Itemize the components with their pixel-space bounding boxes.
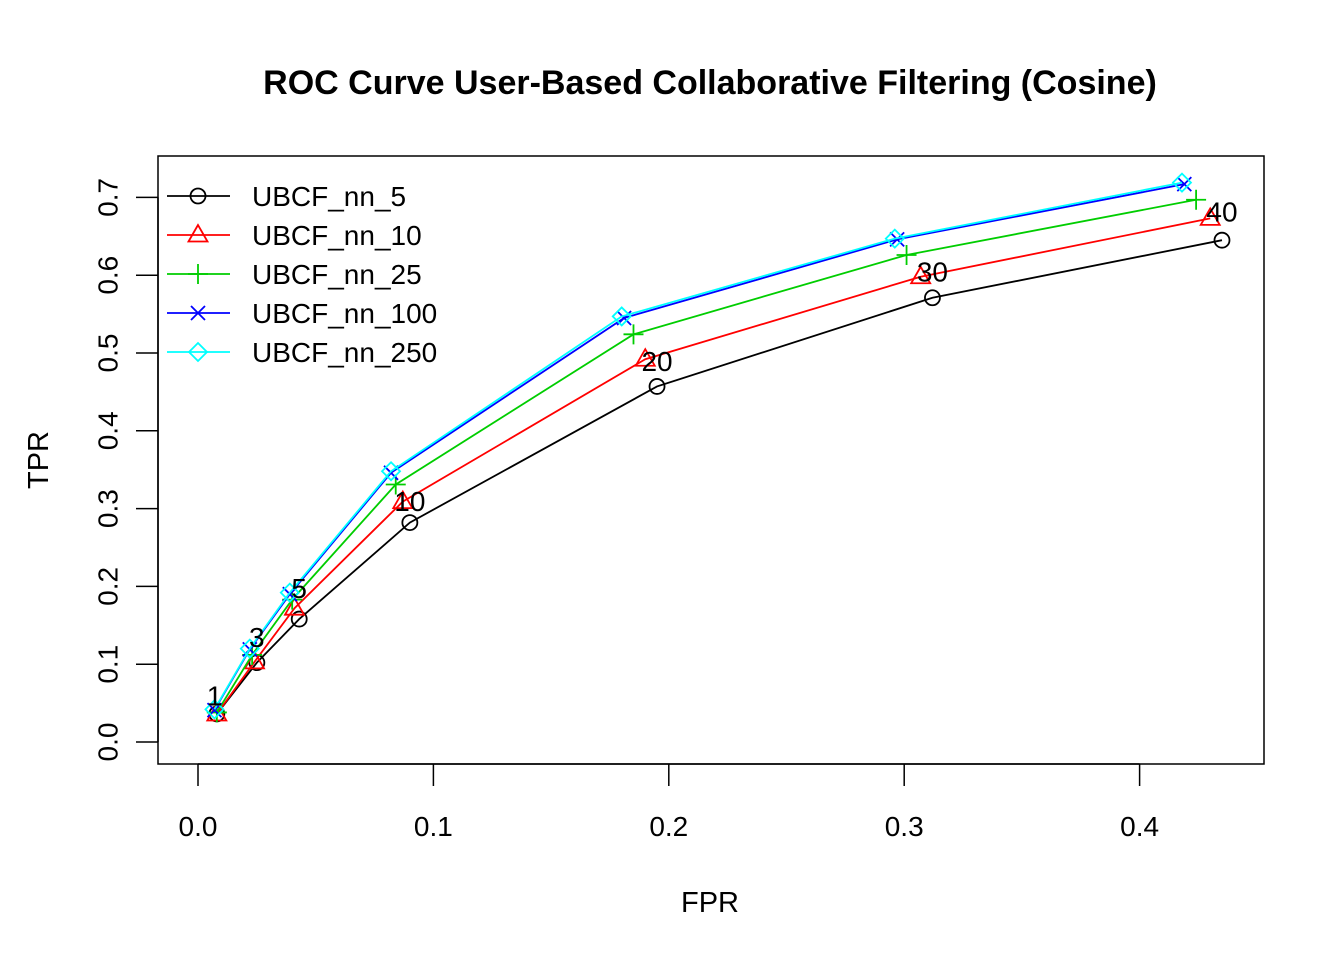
x-axis: 0.0 0.1 0.2 0.3 0.4 — [179, 763, 1159, 842]
data-point — [380, 460, 402, 482]
data-point — [239, 638, 261, 659]
data-point — [279, 582, 301, 603]
x-tick-label: 0.0 — [179, 811, 218, 842]
point-label: 40 — [1206, 196, 1237, 227]
data-point — [391, 489, 414, 509]
series-line — [213, 181, 1183, 710]
legend-item: UBCF_nn_5 — [167, 181, 406, 212]
point-label: 5 — [291, 573, 307, 604]
data-point — [623, 324, 644, 345]
legend-item: UBCF_nn_25 — [167, 259, 422, 290]
legend-marker — [190, 305, 206, 321]
legend-marker — [188, 264, 208, 284]
legend: UBCF_nn_5 UBCF_nn_10 UBCF_nn_25 UBCF_nn_100… — [167, 181, 437, 368]
data-point — [884, 228, 906, 249]
legend-item: UBCF_nn_250 — [167, 337, 437, 368]
x-tick-label: 0.2 — [649, 811, 688, 842]
legend-item: UBCF_nn_10 — [167, 220, 422, 251]
data-point — [909, 264, 932, 285]
y-tick-label: 0.7 — [92, 178, 123, 217]
point-label: 10 — [394, 486, 425, 517]
point-label: 20 — [641, 346, 672, 377]
data-point — [204, 699, 225, 720]
legend-marker — [186, 223, 210, 243]
data-point — [290, 610, 308, 628]
point-label: 30 — [917, 256, 948, 287]
y-axis-title: TPR — [23, 431, 55, 489]
y-axis: 0.0 0.1 0.2 0.3 0.4 0.5 0.6 0.7 — [92, 178, 159, 762]
series-UBCF_nn_250 — [204, 172, 1193, 720]
data-point — [1186, 189, 1207, 210]
legend-label: UBCF_nn_10 — [252, 220, 422, 251]
data-point — [896, 244, 917, 265]
legend-marker — [187, 341, 209, 363]
point-label: 3 — [249, 622, 265, 653]
data-point — [611, 306, 632, 327]
data-point — [1171, 172, 1193, 193]
data-point — [634, 347, 657, 367]
data-point — [1199, 206, 1222, 226]
legend-label: UBCF_nn_5 — [252, 181, 406, 212]
point-labels: 135 10 20 30 40 — [207, 196, 1238, 711]
y-tick-label: 0.3 — [92, 489, 123, 528]
data-point — [401, 514, 419, 532]
data-point — [1213, 231, 1231, 249]
series-layer — [204, 172, 1231, 723]
point-label: 1 — [207, 680, 223, 711]
series-line — [216, 239, 1223, 715]
legend-item: UBCF_nn_100 — [167, 298, 437, 329]
y-tick-label: 0.6 — [92, 256, 123, 295]
x-tick-label: 0.1 — [414, 811, 453, 842]
y-tick-label: 0.2 — [92, 567, 123, 606]
series-line — [216, 217, 1211, 715]
y-tick-label: 0.1 — [92, 645, 123, 684]
x-tick-label: 0.4 — [1120, 811, 1159, 842]
y-tick-label: 0.0 — [92, 723, 123, 762]
data-point — [924, 289, 941, 307]
chart-title: ROC Curve User-Based Collaborative Filte… — [263, 64, 1157, 102]
x-tick-label: 0.3 — [885, 811, 924, 842]
x-axis-title: FPR — [681, 887, 739, 919]
legend-label: UBCF_nn_25 — [252, 259, 422, 290]
y-tick-label: 0.5 — [92, 334, 123, 373]
y-tick-label: 0.4 — [92, 411, 123, 450]
data-point — [283, 596, 306, 616]
data-point — [648, 378, 666, 395]
legend-label: UBCF_nn_250 — [252, 337, 437, 368]
legend-marker — [189, 187, 207, 205]
legend-label: UBCF_nn_100 — [252, 298, 437, 329]
